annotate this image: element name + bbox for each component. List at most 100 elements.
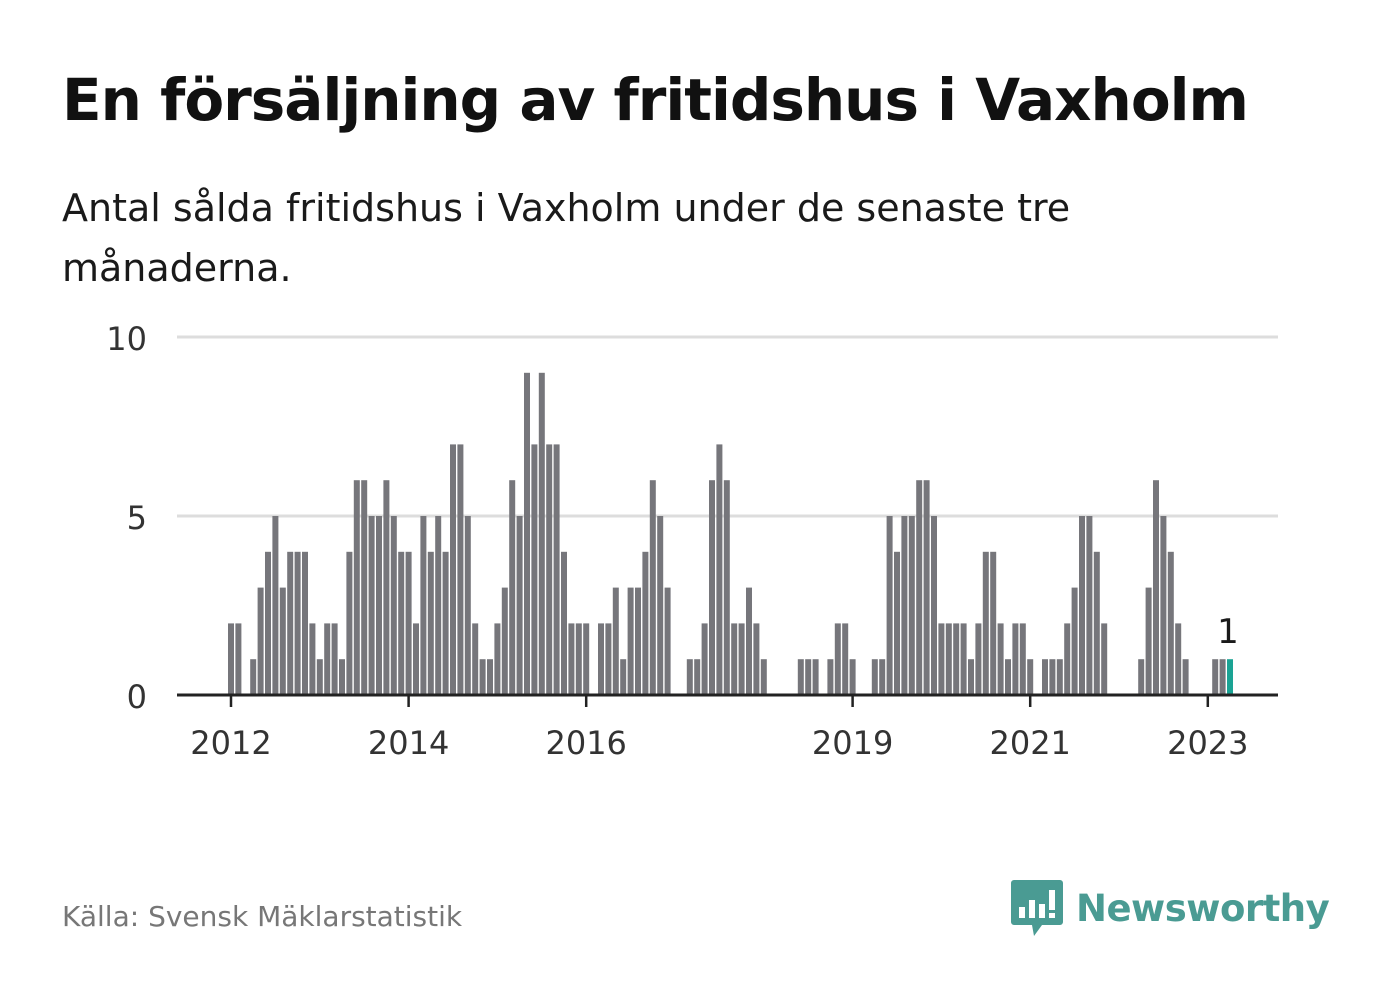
bar (309, 623, 316, 695)
bar (1049, 659, 1056, 695)
bar (583, 623, 590, 695)
bar (272, 516, 279, 695)
bar (1027, 659, 1034, 695)
bar (908, 516, 915, 695)
bar (709, 480, 715, 695)
bar (1071, 587, 1078, 695)
bar (1167, 551, 1174, 695)
bar (960, 623, 967, 695)
bar (723, 480, 730, 695)
bar (390, 516, 397, 695)
bar (427, 551, 434, 695)
bar (812, 659, 819, 695)
bar (294, 551, 301, 695)
bar (568, 623, 575, 695)
bar (879, 659, 886, 695)
bar (464, 516, 471, 695)
bar (324, 623, 331, 695)
bar (938, 623, 945, 695)
bar (1079, 516, 1085, 695)
bar (331, 623, 338, 695)
bar (997, 623, 1004, 695)
bar (353, 480, 360, 695)
bar (457, 444, 464, 695)
bar (420, 516, 427, 695)
bar (968, 659, 974, 695)
bar (228, 623, 234, 695)
bar (279, 587, 286, 695)
bar (376, 516, 382, 695)
bar (1019, 623, 1026, 695)
bar (701, 623, 708, 695)
bar (472, 623, 479, 695)
bar (516, 516, 523, 695)
bar (250, 659, 257, 695)
bar (894, 551, 900, 695)
bar (916, 480, 923, 695)
bar (413, 623, 419, 695)
bar (649, 480, 656, 695)
y-tick-label: 0 (127, 678, 147, 716)
bar (368, 516, 375, 695)
x-tick-label: 2021 (989, 724, 1070, 762)
highlight-value-label: 1 (1217, 612, 1239, 652)
highlight-bar (1227, 659, 1233, 695)
bar (405, 551, 412, 695)
bar (265, 551, 271, 695)
bar (1012, 623, 1019, 695)
bar (760, 659, 767, 695)
bar (945, 623, 952, 695)
bar (842, 623, 849, 695)
bar (1005, 659, 1011, 695)
bar (442, 551, 449, 695)
bar (450, 444, 456, 695)
bar (1219, 659, 1226, 695)
bar (361, 480, 368, 695)
bar (383, 480, 390, 695)
bar (1138, 659, 1145, 695)
chart-title: En försäljning av fritidshus i Vaxholm (62, 66, 1249, 134)
bar (339, 659, 345, 695)
bar (1086, 516, 1093, 695)
bar (546, 444, 553, 695)
bar (975, 623, 982, 695)
bar (553, 444, 560, 695)
bar (257, 587, 264, 695)
bar (509, 480, 516, 695)
bar (746, 587, 752, 695)
bar (1064, 623, 1071, 695)
brand-name: Newsworthy (1076, 886, 1330, 930)
bar (953, 623, 960, 695)
bar (1101, 623, 1108, 695)
x-tick-label: 2023 (1167, 724, 1248, 762)
bar (797, 659, 804, 695)
bar (1153, 480, 1159, 695)
bar (1145, 587, 1152, 695)
bar (664, 587, 671, 695)
bar (923, 480, 930, 695)
y-tick-label: 10 (106, 320, 147, 358)
bar (686, 659, 693, 695)
bar (598, 623, 604, 695)
bar (805, 659, 812, 695)
chart-subtitle: Antal sålda fritidshus i Vaxholm under d… (62, 186, 1071, 290)
bar (287, 551, 294, 695)
bar (538, 372, 545, 695)
bar (501, 587, 508, 695)
bar (561, 551, 567, 695)
bar (871, 659, 878, 695)
bar (398, 551, 405, 695)
bar (982, 551, 989, 695)
bar (487, 659, 493, 695)
bar (435, 516, 442, 695)
bar (524, 372, 530, 695)
bar (302, 551, 308, 695)
bar (642, 551, 649, 695)
bar (1160, 516, 1167, 695)
bar (531, 444, 538, 695)
bar (1175, 623, 1182, 695)
bar (605, 623, 612, 695)
bar (849, 659, 856, 695)
bar (627, 587, 634, 695)
bar-chart-speech-bubble-icon (1011, 880, 1063, 936)
